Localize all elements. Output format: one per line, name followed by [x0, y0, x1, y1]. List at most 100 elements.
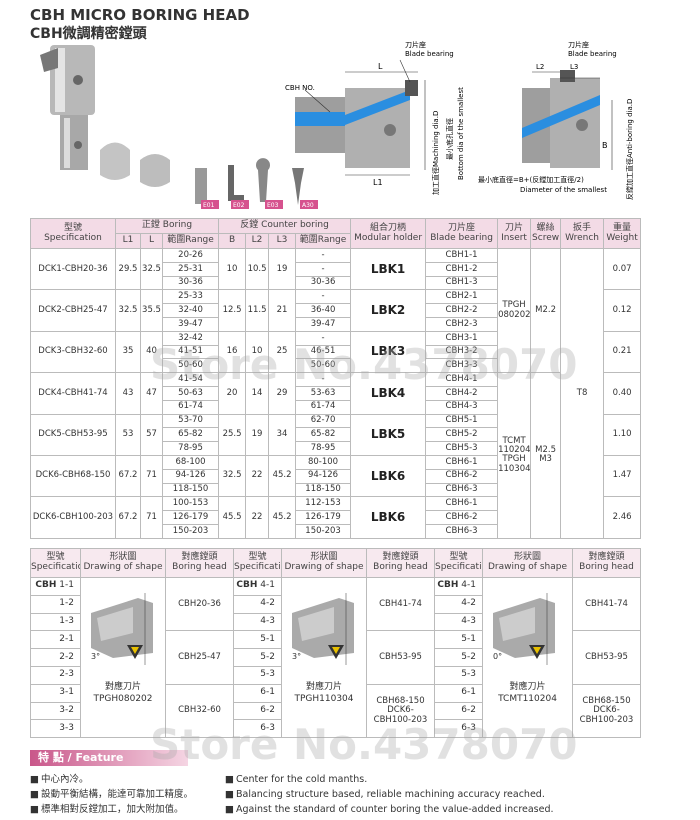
blade-cell: CBH5-2: [425, 427, 499, 443]
spec-cell: 2-3: [30, 665, 81, 685]
diagram-label: CBH NO.: [285, 84, 315, 92]
counter-range-cell: -: [295, 261, 352, 277]
spec-cell: DCK4-CBH41-74: [30, 372, 116, 415]
table-row: 型號 Specification 正鏜 Boring 反鏜 Counter borin…: [30, 218, 642, 249]
header-zh: 型號: [46, 552, 65, 563]
diagram-label: L3: [570, 63, 578, 71]
l2-cell: 19: [245, 413, 270, 456]
range-cell: 126-179: [161, 510, 220, 525]
header-zh: 刀片座: [448, 222, 476, 233]
drawing: 3° 對應刀片 TPGH080202: [82, 583, 165, 733]
blade-cell: CBH2-3: [425, 316, 499, 332]
spec-prefix: CBH: [437, 580, 459, 591]
spec-cell: CBH 4-1: [233, 577, 282, 596]
holder-cell: LBK3: [350, 330, 427, 374]
boring-head-cell: CBH53-95: [366, 630, 435, 685]
blade-cell: CBH2-1: [425, 289, 499, 305]
table-row: 32-40 36-40 CBH2-2: [31, 303, 641, 318]
counter-range-cell: 78-95: [295, 441, 352, 456]
accessory-tag: A30: [302, 202, 314, 209]
blade-cell: CBH6-3: [425, 523, 499, 539]
header-cell: 範圍Range: [295, 233, 352, 249]
drawing: 0° 對應刀片 TCMT110204: [484, 583, 572, 733]
header-zh: 形狀圖: [310, 552, 338, 563]
title: CBH MICRO BORING HEAD: [30, 6, 250, 24]
b-cell: 25.5: [218, 413, 247, 456]
insert-name: TPGH080202: [93, 693, 153, 704]
accessory-tag: E01: [203, 202, 215, 209]
spec-table: 型號 Specification 正鏜 Boring 反鏜 Counter borin…: [30, 218, 642, 539]
angle-label: 3°: [91, 651, 101, 661]
spec-cell: 5-2: [233, 648, 282, 667]
header-en: Boring head: [579, 562, 634, 572]
diagram-label: 最小底孔直徑: [445, 118, 454, 160]
counter-range-cell: 65-82: [295, 427, 352, 443]
blade-cell: CBH6-2: [425, 468, 499, 484]
holder-cell: LBK6: [350, 496, 427, 539]
boring-head-cell: CBH68-150 DCK6- CBH100-203: [572, 683, 641, 739]
diagram-label: Bottom dia of the smallest: [457, 87, 465, 180]
header-cell: 反鏜 Counter boring: [218, 218, 352, 234]
range-cell: 25-33: [161, 289, 220, 305]
header-en: Boring head: [373, 562, 428, 572]
blade-cell: CBH6-1: [425, 454, 499, 470]
table-row: DCK5-CBH53-95 53 57 53-70 25.5 19 34 62-70 LBK5 C…: [30, 413, 642, 456]
b-cell: 32.5: [218, 454, 247, 498]
subtitle: CBH微調精密鏜頭: [30, 25, 148, 42]
top-figure: CBH MICRO BORING HEAD CBH微調精密鏜頭 刀片座 Blad…: [30, 6, 634, 209]
l3-cell: 45.2: [268, 454, 297, 498]
drawing-cell: 3° 對應刀片 TPGH110304: [281, 576, 367, 739]
drawing-cell: 3° 對應刀片 TPGH080202: [80, 576, 166, 739]
spec-cell: 4-2: [434, 594, 483, 614]
insert-cell: TCMT 110204 TPGH 110304: [497, 372, 532, 539]
range-cell: 53-70: [161, 413, 220, 429]
header-en: Specification: [44, 232, 102, 243]
feature-item: Center for the cold manths.: [225, 772, 554, 787]
header-cell: L1: [115, 233, 141, 249]
b-cell: 12.5: [218, 289, 247, 332]
header-en: Specification: [234, 562, 281, 572]
header-cell: 範圍Range: [161, 233, 220, 249]
l3-cell: 34: [268, 413, 297, 456]
diagram-label: 刀片座: [405, 40, 426, 49]
range-cell: 32-40: [161, 303, 220, 318]
range-cell: 78-95: [161, 441, 220, 456]
header-en: Wrench: [565, 232, 599, 243]
feature-item: 中心內冷。: [30, 772, 193, 787]
holder-cell: LBK4: [350, 372, 427, 415]
spec-cell: 6-3: [233, 719, 282, 739]
counter-range-cell: 62-70: [295, 413, 352, 429]
table-row: DCK2-CBH25-47 32.5 35.5 25-33 12.5 11.5 21- LBK…: [30, 289, 642, 332]
table-row: DCK6-CBH68-150 67.2 71 68-100 32.5 22 45.2 80-1…: [30, 454, 642, 498]
spec-cell: DCK5-CBH53-95: [30, 413, 116, 456]
blade-cell: CBH4-3: [425, 399, 499, 415]
header-en: Weight: [606, 232, 638, 243]
insert-caption: 對應刀片: [305, 681, 342, 692]
header-cell: 對應鏜頭 Boring head: [366, 548, 435, 578]
feature-list-en: Center for the cold manths.Balancing str…: [225, 772, 554, 817]
counter-range-cell: 118-150: [295, 482, 352, 498]
table-row: DCK4-CBH41-74 43 47 41-54 20 14 29- LBK4 CBH4-1 T…: [30, 372, 642, 539]
header-cell: 對應鏜頭 Boring head: [572, 548, 641, 578]
l-cell: 71: [140, 454, 163, 498]
boring-head-cell: CBH41-74: [572, 576, 641, 632]
spec-cell: 5-3: [434, 665, 483, 685]
table-row: 1-2 4-2 4-2: [30, 594, 641, 614]
holder-cell: LBK6: [350, 454, 427, 498]
spec-cell: 5-2: [434, 648, 483, 667]
table-row: 3-2 6-2 6-2: [30, 701, 641, 721]
range-cell: 39-47: [161, 316, 220, 332]
spec-cell: DCK6-CBH100-203: [30, 496, 116, 539]
blade-cell: CBH6-2: [425, 510, 499, 525]
holder-cell: LBK2: [350, 289, 427, 332]
blade-cell: CBH5-3: [425, 441, 499, 456]
weight-cell: 2.46: [603, 496, 642, 539]
header-zh: 形狀圖: [109, 552, 137, 563]
weight-cell: 0.07: [603, 247, 642, 291]
diagram-label: 最小底直徑=B+(反鏜加工直徑/2): [478, 175, 584, 184]
range-cell: 25-31: [161, 261, 220, 277]
diagram-label: Blade bearing: [568, 50, 617, 58]
diagram-label: Diameter of the smallest: [520, 186, 607, 194]
b-cell: 45.5: [218, 496, 247, 539]
header-zh: 螺絲: [536, 222, 555, 233]
